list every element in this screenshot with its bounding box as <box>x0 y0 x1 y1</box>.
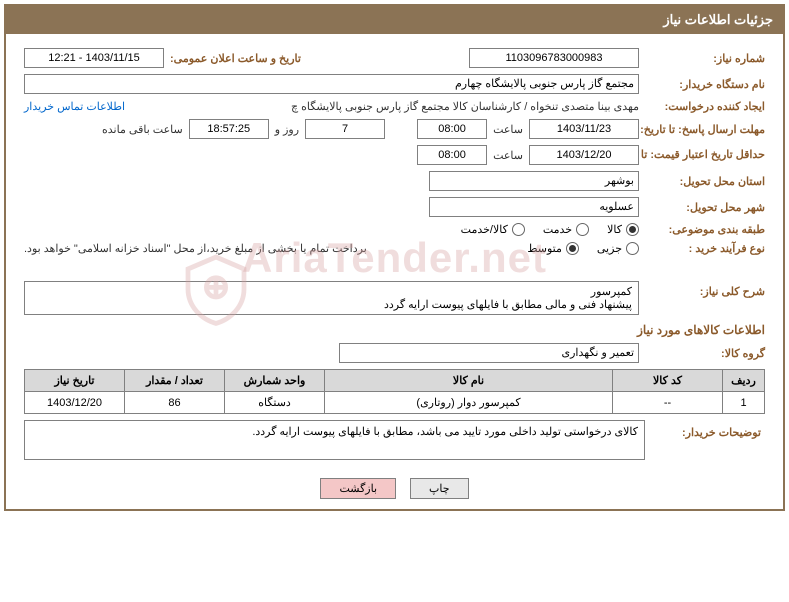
need-no-label: شماره نیاز: <box>645 52 765 65</box>
cell-date: 1403/12/20 <box>25 392 125 414</box>
time-remaining-label: ساعت باقی مانده <box>102 123 183 136</box>
goods-group-label: گروه کالا: <box>645 347 765 360</box>
radio-kala-khadmat[interactable] <box>512 223 525 236</box>
panel-title: جزئیات اطلاعات نیاز <box>6 6 783 34</box>
time-label-2: ساعت <box>493 149 523 162</box>
th-code: کد کالا <box>613 370 723 392</box>
days-left: 7 <box>305 119 385 139</box>
creator-value: مهدی بینا متصدی تنخواه / کارشناسان کالا … <box>131 100 639 113</box>
th-qty: تعداد / مقدار <box>125 370 225 392</box>
summary-label: شرح کلی نیاز: <box>645 281 765 298</box>
purchase-process-radios: جزیی متوسط <box>527 242 639 255</box>
deadline-label: مهلت ارسال پاسخ: تا تاریخ: <box>645 123 765 136</box>
th-name: نام کالا <box>325 370 613 392</box>
radio-jozei-label: جزیی <box>597 242 622 255</box>
cell-name: کمپرسور دوار (روتاری) <box>325 392 613 414</box>
days-and-label: روز و <box>275 123 299 136</box>
radio-khadmat-label: خدمت <box>543 223 572 236</box>
buyer-notes-label: توضیحات خریدار: <box>645 420 765 460</box>
print-button[interactable]: چاپ <box>410 478 469 499</box>
buyer-org-value: مجتمع گاز پارس جنوبی پالایشگاه چهارم <box>24 74 639 94</box>
contact-link[interactable]: اطلاعات تماس خریدار <box>24 100 125 113</box>
back-button[interactable]: بازگشت <box>320 478 396 499</box>
th-row: ردیف <box>723 370 765 392</box>
th-date: تاریخ نیاز <box>25 370 125 392</box>
valid-time: 08:00 <box>417 145 487 165</box>
subject-class-label: طبقه بندی موضوعی: <box>645 223 765 236</box>
province-label: استان محل تحویل: <box>645 175 765 188</box>
need-no-value: 1103096783000983 <box>469 48 639 68</box>
cell-unit: دستگاه <box>225 392 325 414</box>
summary-box: کمپرسور پیشنهاد فنی و مالی مطابق با فایل… <box>24 281 639 315</box>
summary-line2: پیشنهاد فنی و مالی مطابق با فایلهای پیوس… <box>31 298 632 311</box>
main-panel: جزئیات اطلاعات نیاز AriaTender.net شماره… <box>4 4 785 511</box>
valid-date: 1403/12/20 <box>529 145 639 165</box>
cell-code: -- <box>613 392 723 414</box>
deadline-time: 08:00 <box>417 119 487 139</box>
province-value: بوشهر <box>429 171 639 191</box>
cell-qty: 86 <box>125 392 225 414</box>
goods-group-value: تعمیر و نگهداری <box>339 343 639 363</box>
pub-datetime-value: 1403/11/15 - 12:21 <box>24 48 164 68</box>
radio-motavasset-label: متوسط <box>527 242 562 255</box>
creator-label: ایجاد کننده درخواست: <box>645 100 765 113</box>
items-table: ردیف کد کالا نام کالا واحد شمارش تعداد /… <box>24 369 765 414</box>
pub-datetime-label: تاریخ و ساعت اعلان عمومی: <box>170 52 301 65</box>
buyer-org-label: نام دستگاه خریدار: <box>645 78 765 91</box>
cell-row: 1 <box>723 392 765 414</box>
radio-kala[interactable] <box>626 223 639 236</box>
deadline-date: 1403/11/23 <box>529 119 639 139</box>
city-value: عسلویه <box>429 197 639 217</box>
items-section-title: اطلاعات کالاهای مورد نیاز <box>24 323 765 337</box>
countdown: 18:57:25 <box>189 119 269 139</box>
th-unit: واحد شمارش <box>225 370 325 392</box>
min-valid-label: حداقل تاریخ اعتبار قیمت: تا تاریخ: <box>645 149 765 162</box>
buyer-notes-value: کالای درخواستی تولید داخلی مورد تایید می… <box>24 420 645 460</box>
radio-jozei[interactable] <box>626 242 639 255</box>
radio-kala-label: کالا <box>607 223 622 236</box>
radio-khadmat[interactable] <box>576 223 589 236</box>
button-row: چاپ بازگشت <box>6 470 783 509</box>
subject-class-radios: کالا خدمت کالا/خدمت <box>461 223 639 236</box>
summary-line1: کمپرسور <box>31 285 632 298</box>
purchase-process-label: نوع فرآیند خرید : <box>645 242 765 255</box>
table-row: 1 -- کمپرسور دوار (روتاری) دستگاه 86 140… <box>25 392 765 414</box>
content-area: AriaTender.net شماره نیاز: 1103096783000… <box>6 34 783 470</box>
purchase-note: برداخت تمام یا بخشی از مبلغ خرید،از محل … <box>24 242 367 255</box>
radio-motavasset[interactable] <box>566 242 579 255</box>
radio-kala-khadmat-label: کالا/خدمت <box>461 223 508 236</box>
time-label-1: ساعت <box>493 123 523 136</box>
city-label: شهر محل تحویل: <box>645 201 765 214</box>
